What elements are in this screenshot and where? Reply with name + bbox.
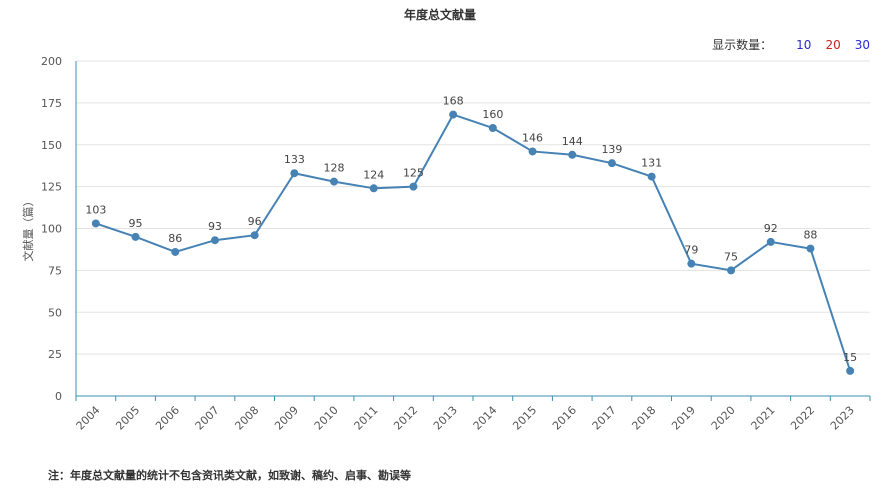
data-label: 146 — [522, 131, 543, 144]
x-tick-label: 2014 — [471, 404, 500, 433]
data-point — [568, 150, 577, 159]
x-tick-label: 2023 — [828, 404, 857, 433]
data-label: 86 — [168, 232, 182, 245]
x-tick-label: 2020 — [709, 404, 738, 433]
display-count-option-10[interactable]: 10 — [796, 37, 812, 52]
x-tick-label: 2008 — [232, 404, 261, 433]
data-point — [290, 169, 299, 178]
data-point — [766, 237, 775, 246]
data-point — [727, 266, 736, 275]
y-tick-label: 50 — [48, 306, 62, 319]
x-tick-label: 2011 — [352, 404, 381, 433]
x-tick-label: 2012 — [391, 404, 420, 433]
x-tick-label: 2004 — [74, 404, 103, 433]
data-label: 160 — [482, 108, 503, 121]
y-axis-title: 文献量（篇） — [21, 196, 35, 262]
footnote: 注：年度总文献量的统计不包含资讯类文献，如致谢、稿约、启事、勘误等 — [48, 469, 411, 482]
x-tick-label: 2007 — [193, 404, 222, 433]
series-line — [95, 113, 852, 372]
y-tick-label: 75 — [48, 264, 62, 277]
data-label: 96 — [248, 215, 262, 228]
data-point — [528, 147, 537, 156]
data-point — [607, 159, 616, 168]
data-label: 125 — [403, 167, 424, 180]
data-label: 144 — [562, 135, 583, 148]
y-tick-label: 100 — [41, 223, 62, 236]
x-tick-label: 2018 — [629, 404, 658, 433]
data-point — [171, 247, 180, 256]
data-label: 15 — [843, 351, 857, 364]
data-label: 93 — [208, 220, 222, 233]
data-label: 124 — [363, 168, 384, 181]
display-count-option-20[interactable]: 20 — [825, 37, 841, 52]
data-label: 131 — [641, 157, 662, 170]
data-label: 128 — [324, 162, 345, 175]
x-tick-label: 2006 — [153, 404, 182, 433]
y-tick-label: 200 — [41, 55, 62, 68]
y-tick-label: 150 — [41, 139, 62, 152]
x-tick-label: 2016 — [550, 404, 579, 433]
data-point — [687, 259, 696, 268]
data-label: 139 — [601, 143, 622, 156]
data-point — [91, 219, 100, 228]
data-point — [369, 184, 378, 193]
data-point — [449, 110, 458, 119]
x-tick-label: 2015 — [510, 404, 539, 433]
y-tick-label: 175 — [41, 97, 62, 110]
x-tick-label: 2005 — [113, 404, 142, 433]
data-label: 88 — [803, 229, 817, 242]
data-label: 79 — [684, 244, 698, 257]
y-tick-label: 0 — [55, 390, 62, 403]
chart-title: 年度总文献量 — [403, 8, 476, 22]
y-tick-label: 25 — [48, 348, 62, 361]
x-tick-label: 2021 — [749, 404, 778, 433]
x-tick-label: 2019 — [669, 404, 698, 433]
data-label: 133 — [284, 153, 305, 166]
data-point — [409, 182, 418, 191]
data-point — [131, 232, 140, 241]
display-count-option-30[interactable]: 30 — [854, 37, 870, 52]
x-tick-label: 2017 — [590, 404, 619, 433]
x-tick-label: 2010 — [312, 404, 341, 433]
data-point — [846, 366, 855, 375]
x-tick-label: 2013 — [431, 404, 460, 433]
data-label: 103 — [85, 203, 106, 216]
y-tick-label: 125 — [41, 181, 62, 194]
data-label: 75 — [724, 250, 738, 263]
data-point — [250, 231, 259, 240]
display-count-control: 显示数量： 10 20 30 — [712, 36, 870, 53]
data-label: 92 — [764, 222, 778, 235]
data-point — [488, 124, 497, 132]
data-point — [330, 177, 339, 186]
data-label: 95 — [129, 217, 143, 230]
data-point — [210, 236, 219, 245]
data-point — [647, 172, 656, 181]
display-count-label: 显示数量： — [712, 38, 773, 52]
x-tick-label: 2022 — [788, 404, 817, 433]
x-tick-label: 2009 — [272, 404, 301, 433]
data-point — [806, 244, 815, 253]
data-label: 168 — [443, 95, 464, 108]
